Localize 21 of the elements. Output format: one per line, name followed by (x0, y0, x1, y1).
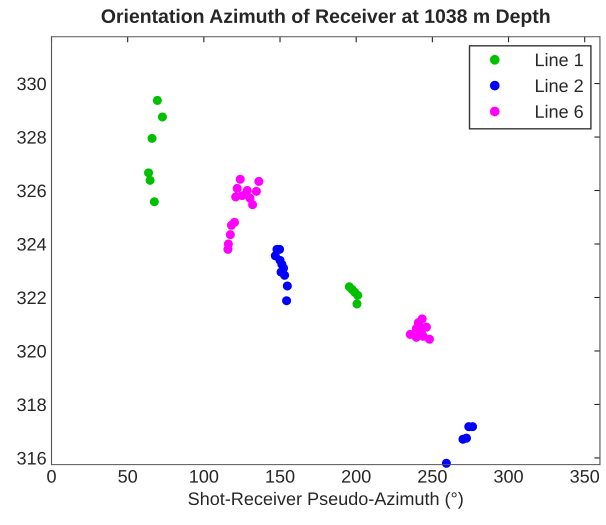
y-tick-label: 322 (17, 291, 46, 304)
x-tick-label: 200 (342, 470, 371, 483)
legend-label: Line 2 (536, 78, 583, 92)
x-tick-label: 350 (570, 470, 600, 483)
y-tick-label: 328 (17, 130, 46, 144)
x-tick-label: 150 (266, 470, 294, 483)
x-axis-title: Shot-Receiver Pseudo-Azimuth (°) (188, 492, 463, 509)
y-tick-label: 316 (17, 452, 46, 465)
x-tick-label: 0 (47, 470, 56, 483)
chart-title: Orientation Azimuth of Receiver at 1038 m Depth (102, 8, 550, 27)
y-tick-label: 326 (17, 184, 46, 198)
legend-label: Line 1 (536, 53, 583, 66)
y-tick-label: 330 (17, 77, 46, 90)
legend-label: Line 6 (536, 104, 583, 118)
x-tick-label: 250 (418, 470, 447, 483)
x-tick-label: 300 (494, 470, 523, 483)
y-tick-label: 320 (17, 344, 46, 358)
x-tick-label: 100 (190, 470, 218, 483)
x-tick-label: 50 (118, 470, 138, 483)
y-tick-label: 318 (17, 398, 46, 412)
y-tick-label: 324 (17, 238, 46, 251)
